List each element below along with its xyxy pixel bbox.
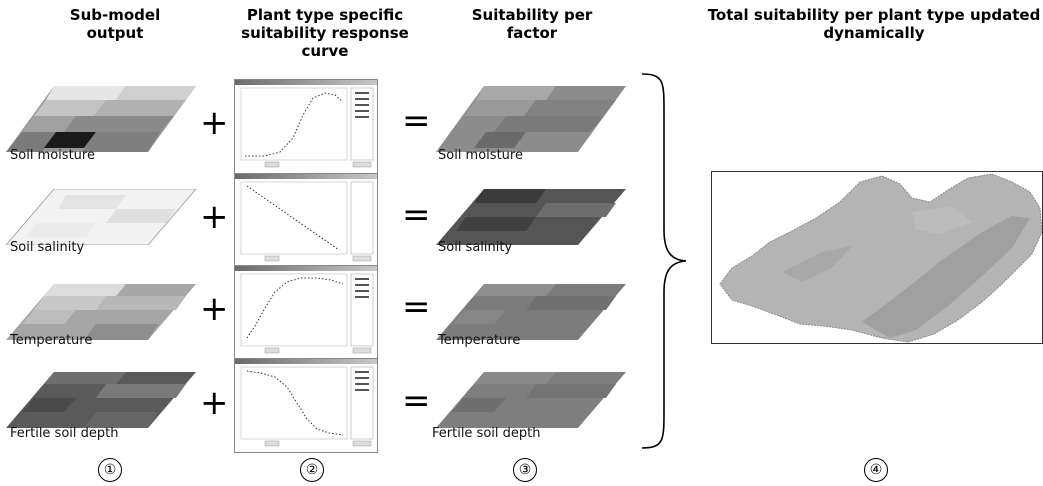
output-map-tile [436,284,626,340]
response-curve-soil-moisture [234,79,378,174]
equals-operator: = [402,381,431,421]
step-number-4: ④ [864,458,888,482]
output-label-soil-moisture: Soil moisture [438,148,523,163]
step-number-1: ① [98,458,122,482]
total-suitability-map [711,171,1043,344]
plus-operator: + [200,197,229,237]
output-map-tile [436,86,626,152]
step-number-3: ③ [513,458,537,482]
input-label-fertile-soil-depth: Fertile soil depth [10,426,119,441]
output-label-fertile-soil-depth: Fertile soil depth [432,426,541,441]
response-curve-temperature [234,265,378,360]
response-curve-fertile-soil-depth [234,358,378,453]
output-map-tile [436,372,626,428]
combine-brace [641,73,687,449]
input-map-tile [6,189,196,245]
input-label-soil-moisture: Soil moisture [10,148,95,163]
output-label-soil-salinity: Soil salinity [438,240,513,255]
equals-operator: = [402,287,431,327]
plus-operator: + [200,289,229,329]
input-label-temperature: Temperature [10,333,93,348]
input-label-soil-salinity: Soil salinity [10,240,85,255]
step-number-2: ② [300,458,324,482]
output-map-tile [436,189,626,245]
equals-operator: = [402,101,431,141]
header-suitability-per-factor: Suitability per factor [471,6,593,42]
output-label-temperature: Temperature [438,333,521,348]
input-map-tile [6,86,196,152]
plus-operator: + [200,103,229,143]
equals-operator: = [402,195,431,235]
plus-operator: + [200,383,229,423]
header-total-suitability: Total suitability per plant type updated… [707,6,1041,42]
response-curve-soil-salinity [234,173,378,268]
header-response-curve: Plant type specific suitability response… [241,6,409,60]
input-map-tile [6,372,196,428]
header-sub-model-output: Sub-model output [69,6,161,42]
input-map-tile [6,284,196,340]
